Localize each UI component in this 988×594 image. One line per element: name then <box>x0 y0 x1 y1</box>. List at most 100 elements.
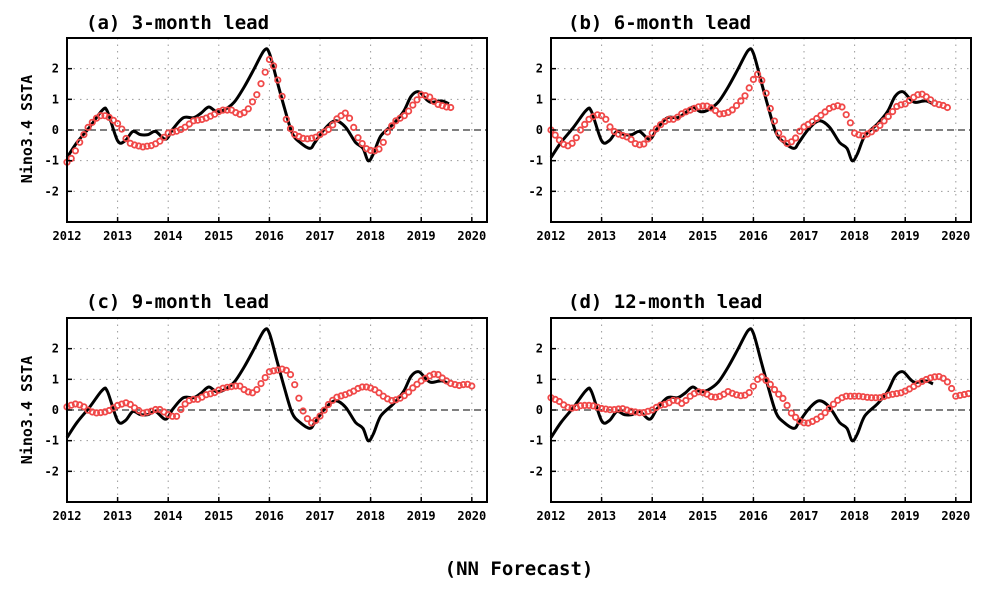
forecast-point <box>139 409 147 417</box>
forecast-point <box>627 407 635 415</box>
forecast-point <box>656 121 665 129</box>
x-tick-label: 2017 <box>306 509 335 523</box>
y-tick-label: 0 <box>52 403 59 417</box>
forecast-point <box>282 115 290 123</box>
forecast-series-markers <box>547 70 952 150</box>
forecast-point <box>447 103 455 112</box>
y-tick-label: -1 <box>45 154 59 168</box>
forecast-point <box>935 101 943 109</box>
observed-series-line <box>65 47 450 163</box>
forecast-point <box>737 392 745 400</box>
panel-title: (c) 9-month lead <box>86 291 269 313</box>
x-tick-label: 2018 <box>840 509 869 523</box>
forecast-point <box>227 382 236 391</box>
y-tick-label: -1 <box>529 434 543 448</box>
forecast-point <box>707 393 715 401</box>
forecast-point <box>97 112 105 120</box>
forecast-point <box>244 388 252 396</box>
forecast-point <box>400 392 408 400</box>
y-tick-label: 2 <box>52 342 59 356</box>
forecast-point <box>84 123 92 132</box>
forecast-point <box>265 368 273 376</box>
forecast-point <box>345 114 354 122</box>
forecast-point <box>80 403 88 411</box>
x-tick-label: 2015 <box>204 229 233 243</box>
forecast-point <box>635 409 644 417</box>
forecast-point <box>223 106 231 114</box>
forecast-point <box>240 109 248 117</box>
forecast-point <box>303 135 311 143</box>
forecast-point <box>189 395 198 403</box>
forecast-point <box>817 412 825 421</box>
forecast-point <box>329 121 337 129</box>
forecast-point <box>350 123 358 132</box>
y-tick-label: -1 <box>529 154 543 168</box>
x-tick-label: 2019 <box>407 229 436 243</box>
panel-title: (d) 12-month lead <box>568 291 762 313</box>
forecast-point <box>787 409 796 417</box>
forecast-point <box>732 391 741 399</box>
forecast-point <box>800 419 808 427</box>
forecast-point <box>388 396 396 405</box>
forecast-point <box>257 379 265 388</box>
forecast-point <box>766 380 774 388</box>
y-tick-label: -2 <box>529 464 543 478</box>
forecast-point <box>576 402 585 410</box>
forecast-point <box>324 125 332 134</box>
forecast-point <box>274 76 282 84</box>
forecast-point <box>952 392 960 400</box>
forecast-point <box>770 385 779 394</box>
forecast-point <box>859 393 867 401</box>
forecast-point <box>177 405 185 414</box>
forecast-point <box>673 113 682 121</box>
x-tick-label: 2012 <box>537 509 566 523</box>
y-tick-label: 0 <box>52 123 59 137</box>
forecast-point <box>375 145 383 153</box>
forecast-point <box>842 392 850 400</box>
forecast-point <box>324 400 332 409</box>
forecast-point <box>358 140 366 148</box>
forecast-point <box>775 129 783 137</box>
forecast-point <box>758 76 766 85</box>
y-tick-label: 2 <box>52 62 59 76</box>
forecast-point <box>884 112 892 121</box>
y-axis-label: Nino3.4 SSTA <box>18 75 36 183</box>
forecast-point <box>749 75 758 84</box>
panel-a-3-month-lead: (a) 3-month lead Nino3.4 SSTA 2012 2013 20… <box>18 12 488 243</box>
forecast-point <box>426 93 434 101</box>
forecast-point <box>872 394 880 402</box>
forecast-point <box>606 406 614 414</box>
forecast-point <box>829 103 838 111</box>
y-tick-label: 0 <box>536 123 543 137</box>
forecast-point <box>92 409 101 417</box>
forecast-point <box>316 412 324 420</box>
forecast-point <box>114 119 122 128</box>
forecast-point <box>409 384 417 392</box>
forecast-point <box>635 141 644 149</box>
observed-series-line <box>549 47 934 163</box>
forecast-point <box>274 366 282 374</box>
y-tick-label: 1 <box>52 92 59 106</box>
forecast-point <box>248 98 257 106</box>
figure-caption: (NN Forecast) <box>445 558 594 580</box>
forecast-point <box>366 146 375 154</box>
forecast-point <box>593 111 602 119</box>
forecast-point <box>821 409 829 417</box>
forecast-point <box>728 106 736 114</box>
forecast-point <box>581 401 589 409</box>
forecast-point <box>640 140 648 148</box>
y-axis-ticks: -2 -1 0 1 2 <box>45 62 72 198</box>
forecast-point <box>341 109 349 117</box>
forecast-point <box>409 101 417 109</box>
forecast-point <box>644 135 652 143</box>
forecast-point <box>572 134 580 142</box>
forecast-point <box>291 381 299 389</box>
forecast-point <box>602 115 610 123</box>
forecast-point <box>888 108 897 116</box>
forecast-point <box>88 118 96 126</box>
forecast-point <box>232 382 240 390</box>
forecast-point <box>269 62 278 70</box>
forecast-point <box>442 103 451 111</box>
forecast-series-markers <box>63 365 476 427</box>
forecast-point <box>606 123 614 131</box>
